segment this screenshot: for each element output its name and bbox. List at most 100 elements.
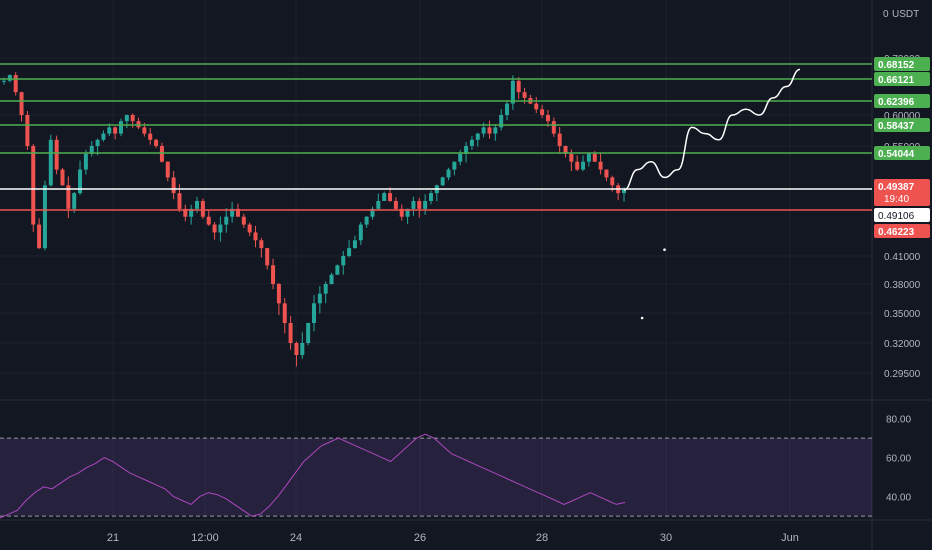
support-label: 0.46223 — [878, 227, 915, 238]
candle-body-16 — [95, 139, 100, 146]
resistance-level-0-tag-text: 0.68152 — [878, 60, 915, 71]
price-tick-label-6: 0.32000 — [884, 339, 921, 350]
resistance-level-3-tag — [874, 118, 930, 132]
candle-body-104 — [610, 177, 615, 186]
rsi-panel: 80.00 60.00 40.00 — [0, 415, 911, 519]
candle-body-81 — [475, 133, 480, 140]
candle-body-87 — [510, 80, 515, 104]
candle-body-9 — [54, 139, 59, 170]
candle-body-89 — [522, 92, 527, 98]
candle-body-106 — [622, 190, 626, 194]
candle-body-38 — [224, 216, 229, 225]
candle-body-3 — [19, 92, 24, 115]
candle-body-52 — [306, 323, 311, 343]
candle-body-40 — [235, 208, 240, 217]
candle-body-17 — [101, 133, 106, 140]
candle-body-10 — [60, 169, 65, 186]
candle-body-95 — [557, 133, 562, 146]
candle-body-78 — [458, 153, 463, 162]
candle-body-7 — [42, 185, 47, 249]
price-tick-label-3: 0.41000 — [884, 252, 921, 263]
candle-body-72 — [423, 201, 428, 209]
current-price-label: 0.49387 — [878, 182, 915, 193]
candle-body-85 — [499, 115, 504, 128]
scatter-mark-1 — [640, 316, 644, 320]
rsi-band — [0, 438, 872, 517]
candle-body-26 — [154, 139, 159, 146]
price-tick-label-4: 0.38000 — [884, 280, 921, 291]
candle-body-76 — [446, 169, 451, 178]
candle-body-65 — [382, 193, 387, 201]
candle-body-56 — [329, 274, 334, 284]
resistance-level-2-tag-text: 0.62396 — [878, 97, 915, 108]
support-tag — [874, 224, 930, 238]
candle-body-80 — [469, 139, 474, 146]
candle-body-51 — [300, 343, 305, 355]
price-tick-label-7: 0.29500 — [884, 369, 921, 380]
time-tick-label-6: Jun — [781, 532, 799, 544]
candle-body-48 — [282, 303, 287, 323]
candle-body-36 — [212, 224, 217, 233]
candle-body-100 — [586, 153, 591, 162]
candle-body-33 — [195, 201, 200, 209]
candle-body-29 — [171, 177, 176, 194]
candle-body-71 — [417, 201, 422, 209]
candle-body-24 — [142, 127, 147, 134]
candle-body-21 — [124, 115, 129, 122]
resistance-level-4-tag-text: 0.54044 — [878, 149, 915, 160]
candle-body-98 — [575, 161, 580, 170]
candle-body-37 — [218, 224, 223, 233]
candle-body-22 — [130, 115, 135, 122]
candle-body-27 — [159, 146, 164, 162]
scatter-mark-0 — [663, 248, 666, 252]
candle-body-77 — [452, 161, 457, 170]
candle-body-45 — [265, 248, 270, 266]
candle-body-35 — [206, 216, 211, 225]
currency-label: USDT — [892, 9, 919, 20]
candle-body-32 — [189, 208, 194, 217]
candle-body-75 — [440, 177, 445, 186]
white-level-label: 0.49106 — [878, 211, 915, 222]
price-axis-top-tick: 0 — [883, 9, 889, 20]
candle-body-60 — [352, 240, 357, 249]
current-price-tag — [874, 179, 930, 206]
time-tick-label-0: 21 — [107, 532, 119, 544]
candle-body-61 — [358, 224, 363, 241]
resistance-level-4-tag — [874, 146, 930, 160]
candle-body-47 — [276, 284, 281, 304]
rsi-line — [0, 433, 626, 519]
candle-body-58 — [341, 256, 346, 266]
candle-body-34 — [200, 201, 205, 217]
level-labels: 0.68152 0.66121 0.62396 0.58437 0.54044 0.493… — [874, 57, 930, 238]
rsi-tick-label-0: 80.00 — [886, 415, 911, 426]
candle-body-88 — [516, 80, 521, 93]
candle-body-99 — [581, 161, 586, 170]
candle-body-39 — [230, 208, 235, 217]
time-tick-label-2: 24 — [290, 532, 302, 544]
resistance-level-1-tag-text: 0.66121 — [878, 75, 915, 86]
candle-body-91 — [534, 103, 539, 110]
candle-body-11 — [66, 185, 71, 209]
resistance-level-0-tag — [874, 57, 930, 71]
candle-body-50 — [294, 343, 299, 355]
candle-body-4 — [25, 115, 30, 146]
candle-body-97 — [569, 153, 574, 162]
candle-body-25 — [148, 133, 153, 140]
candle-body-6 — [37, 224, 42, 249]
candle-body-84 — [493, 127, 498, 134]
time-axis[interactable]: 21 12:00 24 26 28 30 Jun — [107, 532, 799, 544]
candle-body-46 — [271, 265, 276, 284]
candle-body-1 — [7, 75, 12, 81]
candle-body-31 — [183, 208, 188, 217]
candle-body-0 — [2, 80, 6, 82]
price-tick-label-1: 0.60000 — [884, 111, 921, 122]
candle-body-66 — [388, 193, 393, 201]
candle-body-53 — [312, 303, 316, 323]
scatter-marks — [640, 248, 666, 320]
time-tick-label-5: 30 — [660, 532, 672, 544]
candle-body-79 — [464, 146, 469, 154]
candle-body-2 — [13, 75, 18, 93]
candle-body-62 — [364, 216, 369, 225]
